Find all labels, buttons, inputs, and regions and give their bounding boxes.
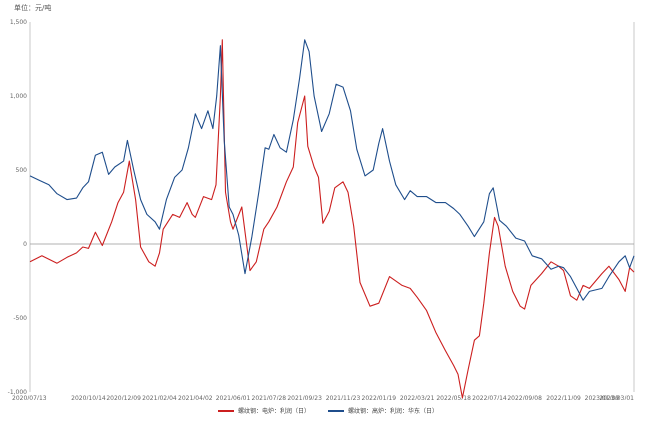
y-tick-label: 1,500: [10, 19, 27, 26]
x-tick-label: 2021/04/02: [178, 395, 213, 400]
y-tick-label: 1,000: [10, 93, 27, 100]
y-tick-label: -500: [13, 315, 27, 322]
y-axis-ticks: 1,500 1,000 500 0 -500 -1,000: [8, 19, 28, 396]
x-tick-label: 2023/01/09: [585, 395, 620, 400]
x-tick-label: 2022/09/08: [507, 395, 542, 400]
x-axis-ticks: 2020/07/13 2020/10/14 2020/12/09 2021/02/04…: [12, 395, 634, 400]
y-tick-label: 0: [23, 241, 27, 248]
legend-swatch-series-1: [217, 409, 234, 412]
x-tick-label: 2021/02/04: [142, 395, 177, 400]
y-tick-label: -1,000: [8, 389, 28, 396]
legend-item-series-1: 螺纹钢：电炉：利润（日）: [217, 406, 310, 415]
chart-axes: [29, 22, 635, 392]
x-tick-label: 2020/12/09: [106, 395, 141, 400]
x-tick-label: 2023/03/01: [599, 395, 634, 400]
chart-legend: 螺纹钢：电炉：利润（日） 螺纹钢：高炉：利润：华东（日）: [0, 406, 656, 415]
x-tick-label: 2020/07/13: [12, 395, 47, 400]
x-tick-label: 2022/07/14: [472, 395, 507, 400]
x-tick-label: 2021/09/23: [287, 395, 322, 400]
x-tick-label: 2021/11/23: [326, 395, 361, 400]
x-tick-label: 2022/01/19: [362, 395, 397, 400]
series-line-2: [29, 39, 635, 301]
unit-label: 单位：元/吨: [14, 4, 52, 12]
legend-label-series-1: 螺纹钢：电炉：利润（日）: [237, 408, 310, 415]
x-tick-label: 2022/11/09: [546, 395, 581, 400]
y-tick-label: 500: [16, 167, 28, 174]
x-tick-label: 2021/06/01: [216, 395, 251, 400]
legend-swatch-series-2: [328, 409, 344, 412]
x-tick-label: 2020/10/14: [71, 395, 106, 400]
x-tick-label: 2021/07/28: [252, 395, 287, 400]
chart-series: [29, 39, 635, 399]
legend-item-series-2: 螺纹钢：高炉：利润：华东（日）: [328, 406, 438, 415]
x-tick-label: 2022/03/21: [400, 395, 435, 400]
legend-label-series-2: 螺纹钢：高炉：利润：华东（日）: [348, 408, 439, 415]
x-tick-label: 2022/05/18: [436, 395, 471, 400]
series-line-1: [29, 39, 635, 399]
